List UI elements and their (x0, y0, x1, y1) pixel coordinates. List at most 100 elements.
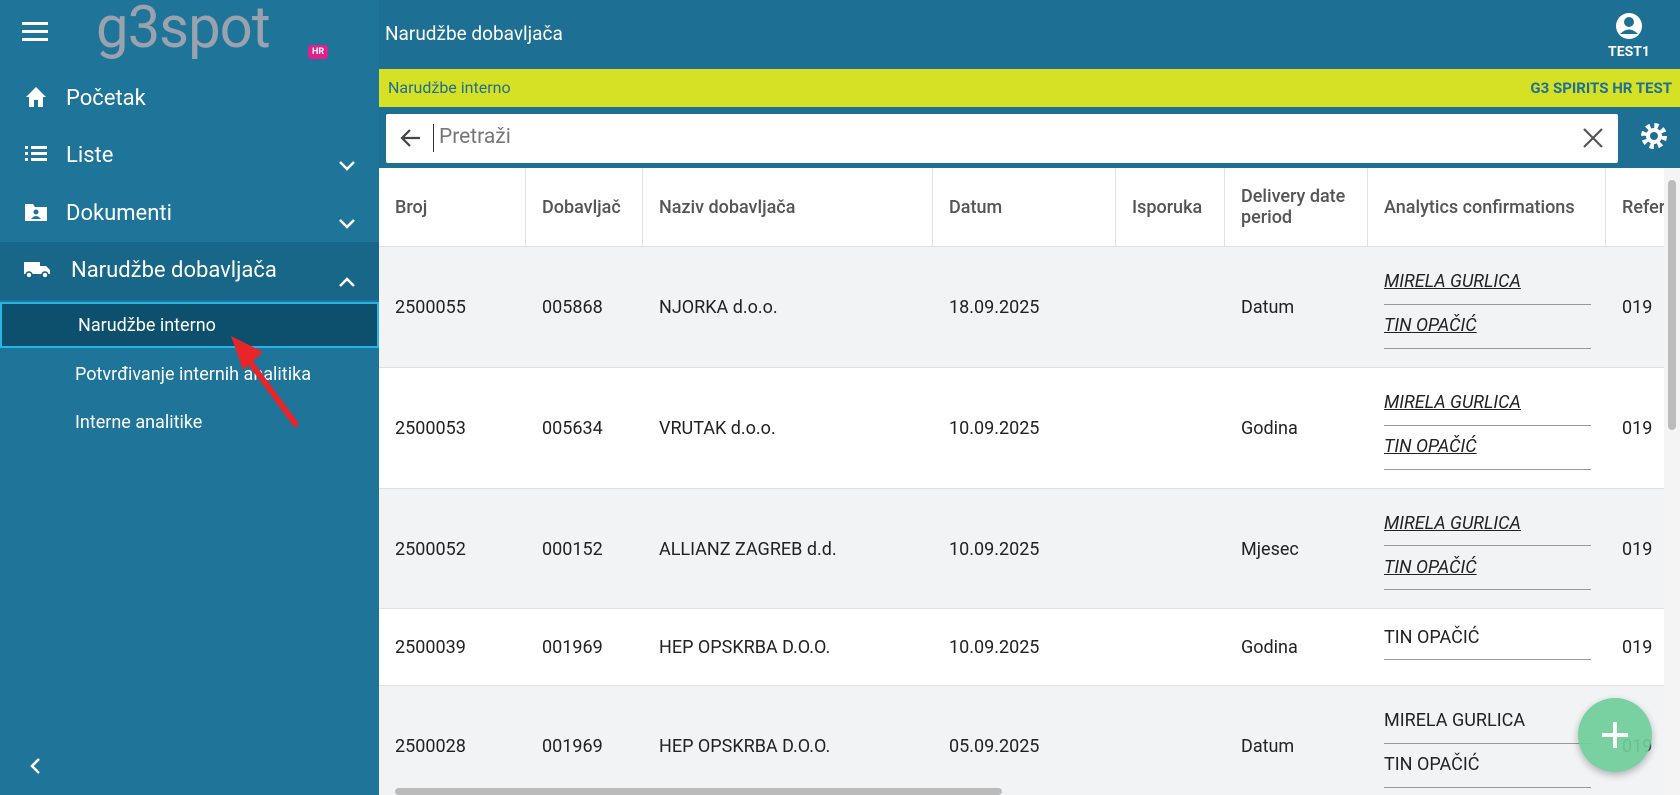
analytics-name[interactable]: MIRELA GURLICA (1384, 381, 1591, 426)
sidebar: g3spot HR Početak Liste Dokumenti Narudžbe … (0, 0, 379, 795)
menu-button[interactable] (22, 20, 48, 44)
top-bar: Narudžbe dobavljača TEST1 (379, 0, 1680, 69)
logo-badge: HR (308, 45, 329, 59)
table-cell: Datum (1241, 736, 1295, 757)
breadcrumb-bar: Narudžbe interno G3 SPIRITS HR TEST (379, 69, 1680, 107)
analytics-name: TIN OPAČIĆ (1384, 743, 1591, 788)
table-cell: 10.09.2025 (949, 418, 1040, 439)
submenu-item[interactable]: Interne analitike (0, 398, 379, 446)
table-cell: 2500039 (395, 637, 466, 658)
menu-item[interactable]: Početak (0, 70, 379, 128)
column-header[interactable]: Broj (379, 168, 526, 246)
table-cell: 005634 (542, 418, 603, 439)
menu-icon (25, 146, 47, 161)
column-header[interactable]: Refer (1622, 196, 1664, 218)
menu-item[interactable]: Dokumenti (0, 185, 379, 243)
table-cell: 10.09.2025 (949, 637, 1040, 658)
table: Broj Dobavljač Naziv dobavljača Datum Isporu… (379, 168, 1664, 795)
table-cell: 2500055 (395, 297, 466, 318)
submenu-item[interactable]: Narudžbe interno (0, 302, 379, 348)
table-cell: 001969 (542, 736, 603, 757)
table-cell: 10.09.2025 (949, 538, 1040, 560)
table-cell: NJORKA d.o.o. (659, 297, 778, 318)
table-cell: 001969 (542, 637, 603, 658)
table-cell: 05.09.2025 (949, 736, 1040, 757)
search-placeholder: Pretraži (439, 125, 511, 149)
table-cell: 18.09.2025 (949, 297, 1040, 318)
table-header: Broj Dobavljač Naziv dobavljača Datum Isporu… (379, 168, 1664, 246)
table-cell (1116, 609, 1225, 686)
menu-item[interactable]: Narudžbe dobavljača (0, 242, 379, 300)
h-scroll-thumb[interactable] (395, 788, 1002, 795)
menu-label[interactable]: Liste (66, 143, 114, 168)
menu-icon (24, 262, 50, 279)
analytics-name[interactable]: MIRELA GURLICA (1384, 260, 1591, 305)
table-cell (1116, 368, 1225, 489)
breadcrumb[interactable]: Narudžbe interno (388, 78, 511, 97)
search-box[interactable]: Pretraži (386, 114, 1618, 163)
clear-button[interactable] (1582, 127, 1604, 149)
annotation-arrow (231, 336, 300, 428)
table-row[interactable]: 2500052 000152 ALLIANZ ZAGREB d.d. 10.09.20… (379, 488, 1664, 609)
menu-label[interactable]: Dokumenti (66, 201, 172, 226)
page-title: Narudžbe dobavljača (385, 22, 563, 45)
table-row[interactable]: 2500028 001969 HEP OPSKRBA D.O.O. 05.09.202… (379, 685, 1664, 795)
table-cell: VRUTAK d.o.o. (659, 418, 776, 439)
menu-icon (25, 204, 47, 221)
table-cell: 2500052 (395, 538, 466, 560)
table-row[interactable]: 2500055 005868 NJORKA d.o.o. 18.09.2025 Datu… (379, 246, 1664, 368)
column-header[interactable]: Dobavljač (526, 168, 643, 246)
scrollbar[interactable] (1664, 168, 1680, 795)
table-cell: HEP OPSKRBA D.O.O. (659, 736, 831, 757)
collapse-sidebar[interactable] (28, 757, 44, 775)
expand-chevron[interactable] (338, 159, 356, 172)
table-cell: Godina (1241, 637, 1298, 658)
table-cell: 000152 (542, 538, 603, 560)
add-button[interactable] (1578, 698, 1652, 772)
analytics-name[interactable]: TIN OPAČIĆ (1384, 304, 1591, 349)
menu-icon (26, 87, 46, 107)
user-name[interactable]: TEST1 (1608, 44, 1650, 60)
search-bar: Pretraži (379, 107, 1680, 168)
table-cell: 019 (1622, 297, 1653, 318)
table-cell: 019 (1622, 418, 1653, 439)
table-row[interactable]: 2500039 001969 HEP OPSKRBA D.O.O. 10.09.202… (379, 608, 1664, 686)
table-cell: 2500028 (395, 736, 466, 757)
menu-label[interactable]: Narudžbe dobavljača (71, 258, 277, 283)
table-cell: 019 (1622, 637, 1653, 658)
settings-button[interactable] (1639, 121, 1669, 151)
table-cell (1116, 489, 1225, 609)
scroll-thumb[interactable] (1668, 180, 1676, 430)
cursor (433, 124, 434, 152)
back-button[interactable] (398, 127, 422, 149)
table-cell: Mjesec (1241, 538, 1299, 560)
table-cell (1116, 686, 1225, 795)
menu-label[interactable]: Početak (66, 86, 146, 111)
analytics-name[interactable]: TIN OPAČIĆ (1384, 545, 1591, 590)
submenu-label[interactable]: Narudžbe interno (78, 314, 216, 336)
analytics-name[interactable]: TIN OPAČIĆ (1384, 425, 1591, 470)
company-name: G3 SPIRITS HR TEST (1530, 79, 1672, 97)
table-cell: Godina (1241, 418, 1298, 439)
submenu-label[interactable]: Interne analitike (75, 411, 203, 433)
column-header[interactable]: Naziv dobavljača (643, 168, 933, 246)
column-header[interactable]: Datum (933, 168, 1116, 246)
user-icon[interactable] (1615, 12, 1643, 40)
expand-chevron[interactable] (338, 276, 356, 289)
expand-chevron[interactable] (338, 217, 356, 230)
table-cell (1116, 247, 1225, 368)
column-header[interactable]: Isporuka (1116, 168, 1225, 246)
table-cell: 019 (1622, 538, 1653, 560)
column-header[interactable]: Delivery date period (1225, 168, 1368, 246)
table-cell: 2500053 (395, 418, 466, 439)
column-header[interactable]: Analytics confirmations (1368, 168, 1606, 246)
table-row[interactable]: 2500053 005634 VRUTAK d.o.o. 10.09.2025 Godi… (379, 367, 1664, 489)
analytics-name: TIN OPAČIĆ (1384, 615, 1591, 660)
submenu-item[interactable]: Potvrđivanje internih analitika (0, 350, 379, 398)
menu-item[interactable]: Liste (0, 127, 379, 185)
analytics-name: MIRELA GURLICA (1384, 699, 1591, 744)
analytics-name[interactable]: MIRELA GURLICA (1384, 501, 1591, 546)
logo[interactable]: g3spot (96, 0, 271, 62)
table-cell: Datum (1241, 297, 1295, 318)
